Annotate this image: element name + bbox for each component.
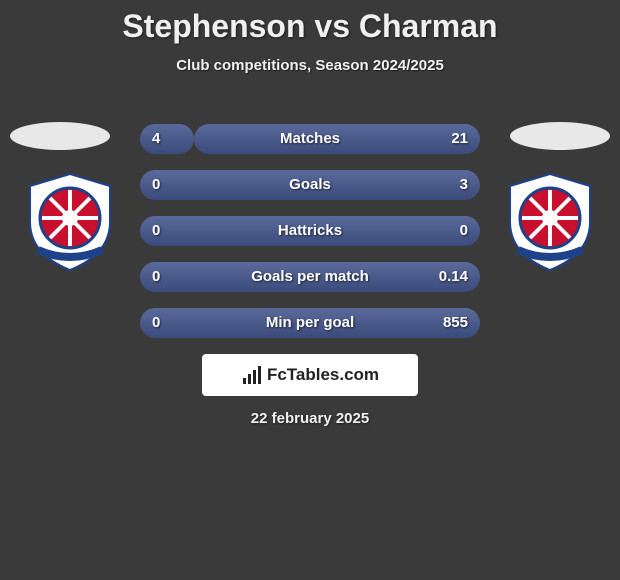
stat-row: 03Goals — [140, 170, 480, 200]
player-avatar-right — [510, 122, 610, 150]
stat-label: Hattricks — [140, 216, 480, 246]
stat-row: 421Matches — [140, 124, 480, 154]
chart-icon — [241, 364, 263, 386]
stat-row: 0855Min per goal — [140, 308, 480, 338]
footer-brand: FcTables.com — [202, 354, 418, 396]
club-badge-left — [20, 172, 120, 272]
stats-container: 421Matches 03Goals 00Hattricks 00.14Goals p… — [140, 124, 480, 354]
footer-brand-text: FcTables.com — [267, 365, 379, 385]
stat-row: 00Hattricks — [140, 216, 480, 246]
page-title: Stephenson vs Charman — [0, 0, 620, 45]
stat-label: Goals — [140, 170, 480, 200]
player-avatar-left — [10, 122, 110, 150]
stat-row: 00.14Goals per match — [140, 262, 480, 292]
subtitle: Club competitions, Season 2024/2025 — [0, 57, 620, 74]
stat-label: Min per goal — [140, 308, 480, 338]
club-badge-right — [500, 172, 600, 272]
stat-label: Goals per match — [140, 262, 480, 292]
stat-label: Matches — [140, 124, 480, 154]
footer-date: 22 february 2025 — [0, 410, 620, 427]
